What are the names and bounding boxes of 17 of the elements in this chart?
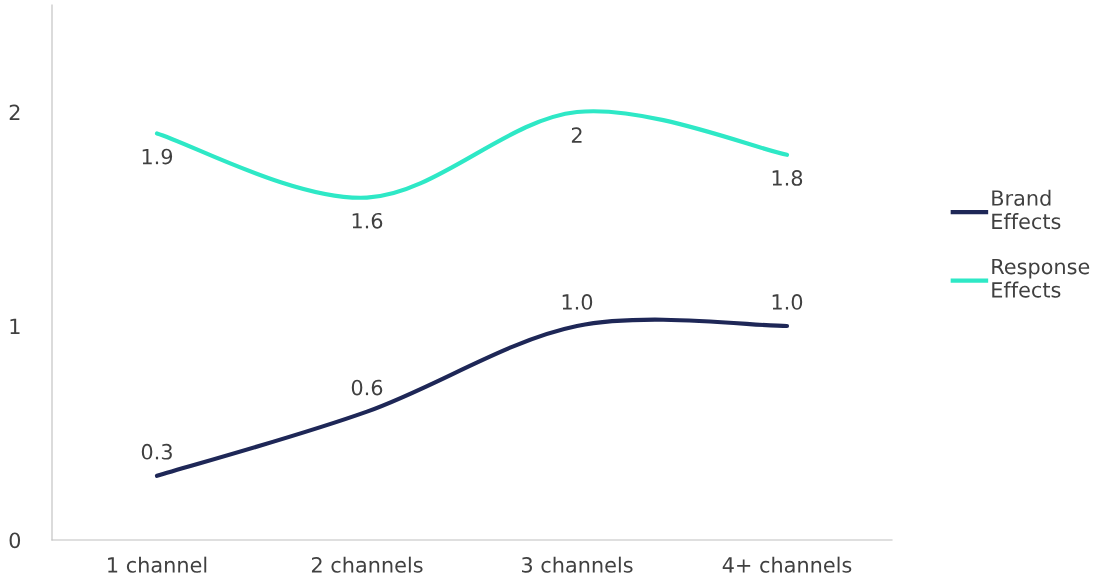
data-label: 1.0	[562, 294, 593, 310]
y-tick-label: 1	[10, 318, 20, 334]
data-label: 1.8	[772, 170, 803, 186]
data-label: 0.6	[351, 379, 383, 396]
x-tick-label: 1 channel	[108, 556, 207, 573]
data-label: 2	[571, 127, 582, 143]
x-tick-label: 2 channels	[311, 556, 423, 573]
data-label: 1.9	[142, 148, 173, 165]
y-tick-label: 2	[9, 104, 20, 120]
legend-label: Brand Effects	[992, 189, 1061, 230]
y-tick-label: 0	[9, 532, 21, 549]
x-tick-label: 4+ channels	[722, 556, 852, 573]
data-label: 0.3	[141, 443, 172, 460]
data-label: 1.6	[352, 212, 383, 229]
data-label: 1.0	[772, 294, 803, 310]
legend-label: Response Effects	[992, 258, 1090, 298]
x-tick-label: 3 channels	[522, 556, 633, 573]
